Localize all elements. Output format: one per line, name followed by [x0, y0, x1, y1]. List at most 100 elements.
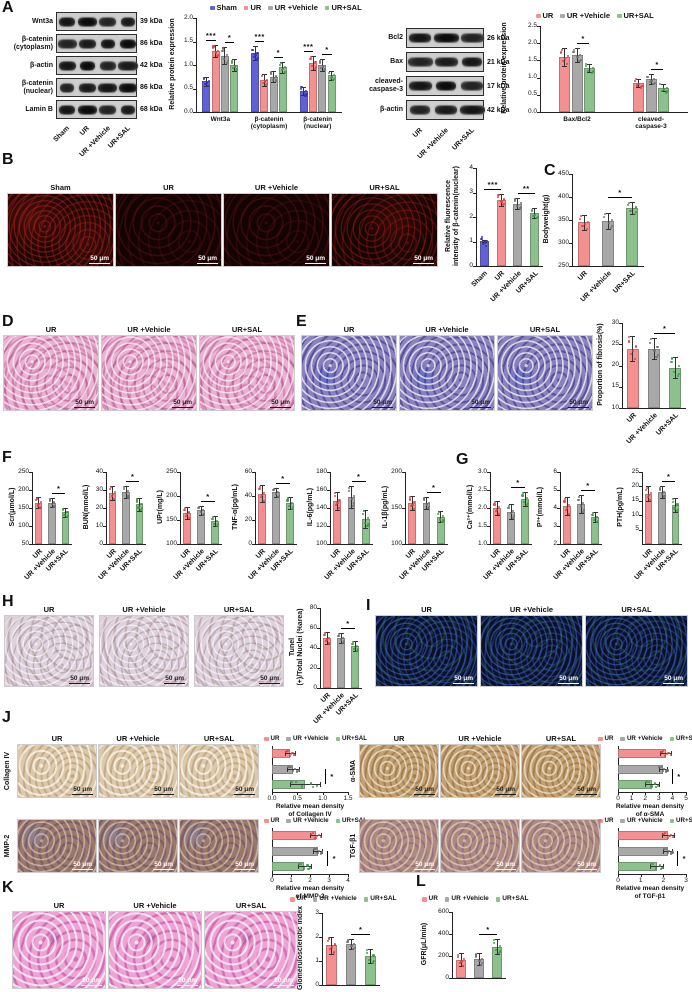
data-point — [323, 67, 327, 70]
legend-swatch — [363, 897, 369, 902]
data-point — [332, 74, 336, 77]
error-bar-line — [326, 632, 328, 644]
data-point — [183, 507, 186, 510]
y-tick-label: 20 — [631, 481, 639, 489]
blot-protein-label: β-actin — [30, 61, 53, 69]
data-point — [668, 850, 671, 853]
data-point — [650, 79, 653, 82]
y-tick-label: 2.0 — [183, 13, 193, 21]
data-point — [502, 198, 505, 201]
error-bar-cap — [310, 833, 311, 839]
data-point — [493, 501, 496, 504]
legend-swatch — [268, 5, 273, 10]
y-axis-title: GFR(μL/min) — [421, 922, 428, 966]
error-bar-cap — [605, 229, 611, 231]
data-point — [661, 866, 664, 869]
data-point — [301, 785, 304, 788]
error-bar-cap — [329, 80, 335, 82]
panel-a-western-blot-wnt: Wnt3a 39 kDa β-catenin (cytoplasm) 86 kDa β-a… — [4, 12, 163, 158]
micrograph-group-title: UR +Vehicle — [254, 183, 299, 192]
data-point — [324, 639, 328, 643]
y-tick — [619, 386, 622, 388]
bar — [272, 846, 318, 856]
blot-protein-label: Wnt3a — [32, 17, 53, 25]
data-point — [610, 218, 613, 222]
data-point — [109, 488, 112, 491]
micrograph-group-title: UR — [343, 325, 355, 334]
significance-label: * — [281, 473, 285, 483]
data-point — [584, 64, 587, 67]
error-bar-line — [478, 953, 480, 966]
data-point — [282, 67, 285, 70]
x-tick — [291, 874, 292, 877]
data-point — [287, 765, 290, 769]
data-point — [633, 212, 636, 215]
y-tick — [177, 496, 180, 497]
data-point — [634, 211, 638, 214]
legend-label: UR — [250, 3, 262, 12]
protein-band — [436, 81, 456, 91]
data-point — [212, 47, 215, 50]
micrograph-image: 50 μm — [17, 744, 97, 798]
error-bar-cap — [280, 61, 286, 63]
protein-band — [77, 105, 97, 114]
data-point — [62, 507, 65, 510]
error-bar-cap — [367, 949, 373, 950]
data-point — [442, 515, 445, 518]
legend-label: UR+SAL — [676, 817, 692, 824]
error-bar-cap — [458, 953, 464, 955]
legend-label: UR+SAL — [502, 895, 529, 902]
data-point — [482, 242, 485, 245]
error-bar-cap — [592, 522, 598, 524]
y-tick — [103, 472, 106, 473]
panel-d-micrographs: UR 50 μm UR +Vehicle 50 μm UR+SAL 50 μm — [3, 324, 295, 411]
legend-swatch — [312, 897, 318, 902]
error-bar-cap — [515, 198, 521, 200]
scale-bar: 50 μm — [663, 675, 684, 684]
protein-band — [99, 61, 116, 70]
micrograph-tile: UR 50 μm — [12, 900, 106, 989]
y-tick-label: 100 — [391, 539, 402, 547]
error-bar-cap — [62, 516, 68, 518]
error-bar-cap — [562, 48, 568, 50]
scale-bar: 50 μm — [576, 861, 597, 870]
error-bar-cap — [259, 502, 265, 503]
error-bar-cap — [532, 208, 538, 210]
y-tick-label: 20 — [244, 515, 252, 523]
data-point — [327, 940, 330, 943]
data-point — [187, 516, 190, 520]
protein-band — [99, 105, 117, 114]
data-point — [462, 964, 465, 967]
y-tick-label: 30 — [611, 318, 619, 326]
data-point — [366, 525, 369, 528]
data-point — [659, 765, 662, 768]
error-bar-cap — [222, 47, 228, 49]
error-bar-line — [233, 59, 235, 71]
y-tick — [327, 472, 330, 473]
error-bar-cap — [252, 46, 258, 48]
error-bar-cap — [319, 59, 325, 61]
legend-swatch — [210, 5, 215, 10]
legend-item: UR +Vehicle — [620, 735, 663, 742]
y-tick — [317, 608, 320, 609]
error-bar-cap — [578, 513, 584, 515]
error-bar-cap — [515, 208, 521, 210]
data-point — [234, 69, 238, 72]
x-tick — [645, 792, 647, 795]
micrograph-tile: UR +Vehicle 50 μm — [101, 324, 197, 411]
panel-g-label: G — [456, 451, 469, 468]
blot-row: β-catenin (nuclear) 86 kDa — [4, 78, 163, 97]
error-bar-cap — [338, 633, 344, 634]
significance-line — [511, 486, 525, 488]
data-point — [333, 77, 336, 80]
data-point — [217, 53, 220, 56]
error-bar-cap — [36, 508, 42, 509]
x-axis-line — [642, 544, 682, 545]
significance-line — [303, 50, 313, 52]
data-point — [65, 515, 69, 519]
molecular-weight-label: 39 kDa — [140, 18, 163, 25]
data-point — [310, 64, 314, 68]
il1b-chart: IL-1β(pg/mL) 100 150 200 UR UR +Vehicle UR+SAL… — [381, 462, 454, 581]
x-tick — [658, 792, 660, 795]
significance-line — [322, 54, 332, 56]
